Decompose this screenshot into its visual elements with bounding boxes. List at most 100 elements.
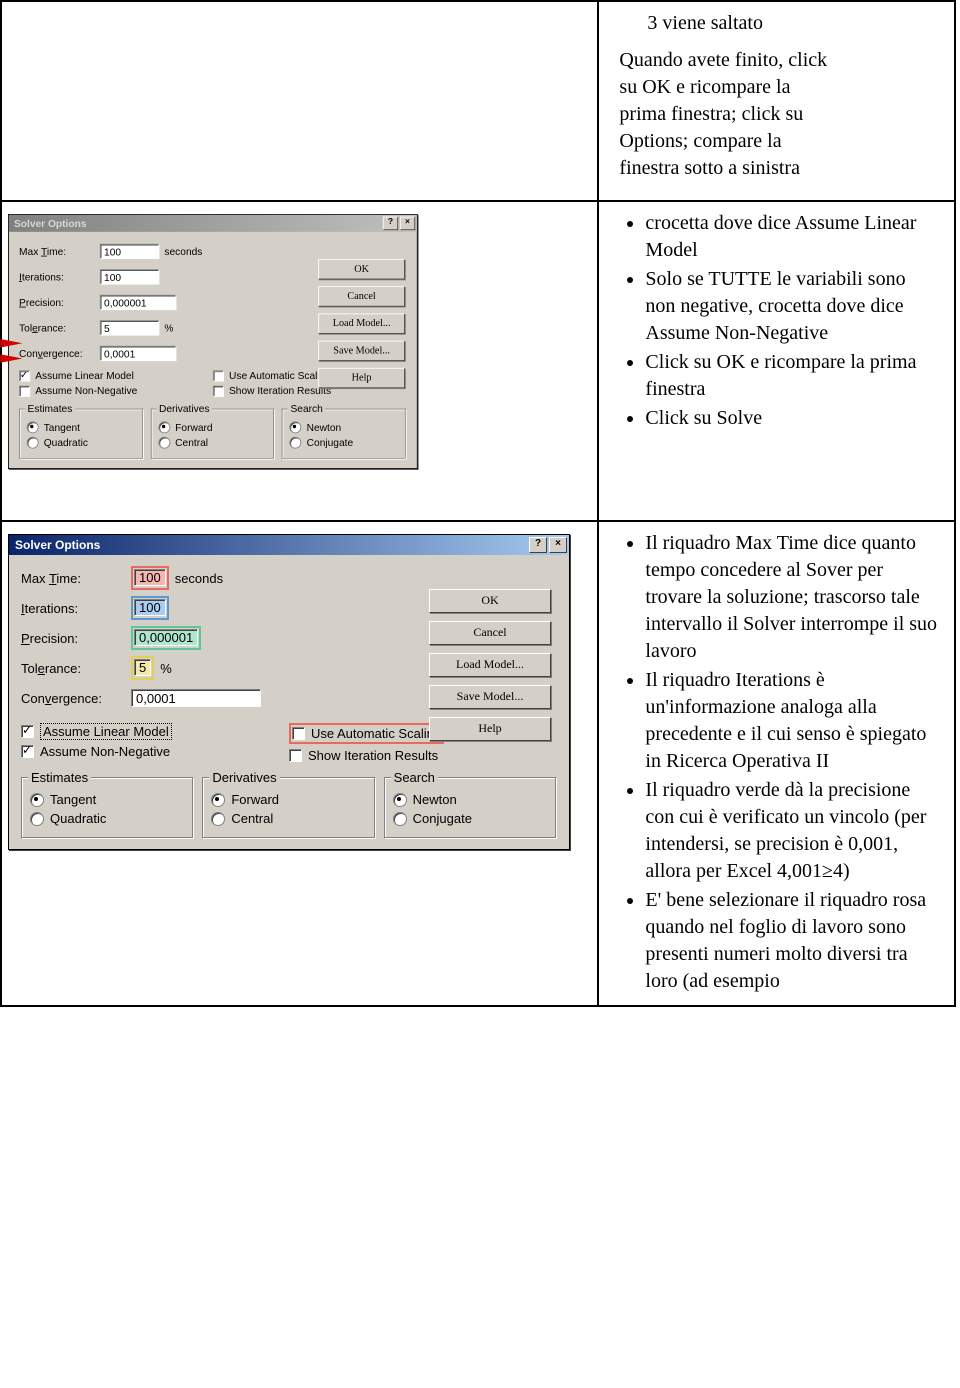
iterations-label: Iterations:: [19, 271, 100, 283]
red-arrow-1: [0, 339, 22, 348]
tangent-label: Tangent: [44, 421, 80, 433]
derivatives-group-2: Derivatives Forward Central: [202, 777, 375, 839]
quadratic-radio-2[interactable]: [30, 812, 44, 826]
forward-label-2: Forward: [231, 792, 279, 807]
derivatives-group: Derivatives Forward Central: [151, 409, 276, 460]
conjugate-radio-2[interactable]: [393, 812, 407, 826]
tangent-label-2: Tangent: [50, 792, 96, 807]
bullet1-1: crocetta dove dice Assume Linear Model: [645, 210, 940, 264]
newton-label: Newton: [307, 421, 342, 433]
conjugate-label: Conjugate: [307, 437, 354, 449]
iterations-input-2[interactable]: 100: [134, 599, 166, 616]
tangent-radio-2[interactable]: [30, 793, 44, 807]
load-model-button[interactable]: Load Model...: [318, 313, 405, 333]
assume-linear-checkbox-2[interactable]: [21, 725, 34, 738]
bullet2-3: Il riquadro verde dà la precisione con c…: [645, 777, 940, 885]
quadratic-label: Quadratic: [44, 437, 88, 449]
tolerance-input[interactable]: 5: [100, 320, 160, 335]
central-label: Central: [175, 437, 208, 449]
search-group: Search Newton Conjugate: [282, 409, 407, 460]
assume-nonneg-checkbox[interactable]: [19, 385, 30, 396]
maxtime-label: Max Time:: [19, 245, 100, 257]
precision-label: Precision:: [19, 296, 100, 308]
percent-label-2: %: [160, 661, 172, 676]
help-icon[interactable]: ?: [383, 217, 398, 231]
save-model-button[interactable]: Save Model...: [318, 341, 405, 361]
conjugate-radio[interactable]: [290, 437, 302, 449]
bullet1-3: Click su OK e ricompare la prima finestr…: [645, 349, 940, 403]
auto-scaling-checkbox[interactable]: [213, 370, 224, 381]
assume-linear-checkbox[interactable]: [19, 370, 30, 381]
intro-line-skip: 3 viene saltato: [619, 10, 940, 37]
convergence-input[interactable]: 0,0001: [100, 346, 177, 361]
auto-scaling-checkbox-2[interactable]: [292, 727, 305, 740]
auto-scaling-label-2: Use Automatic Scaling: [311, 726, 441, 741]
central-radio[interactable]: [158, 437, 170, 449]
maxtime-input-2[interactable]: 100: [134, 569, 166, 586]
help-button[interactable]: Help: [318, 368, 405, 388]
central-label-2: Central: [231, 811, 273, 826]
forward-radio[interactable]: [158, 421, 170, 433]
red-arrow-2: [0, 354, 22, 363]
search-legend: Search: [288, 403, 325, 415]
precision-input-2[interactable]: 0,000001: [134, 629, 198, 646]
dialog2-cell: Solver Options ? × Max Time: 100 seconds…: [2, 522, 599, 1005]
ok-button-2[interactable]: OK: [429, 589, 551, 613]
bullet1-2: Solo se TUTTE le variabili sono non nega…: [645, 266, 940, 347]
maxtime-label-2: Max Time:: [21, 571, 131, 586]
bullet2-2: Il riquadro Iterations è un'informazione…: [645, 667, 940, 775]
forward-radio-2[interactable]: [211, 793, 225, 807]
bullet2-4: E' bene selezionare il riquadro rosa qua…: [645, 887, 940, 995]
help-button-2[interactable]: Help: [429, 717, 551, 741]
save-model-button-2[interactable]: Save Model...: [429, 685, 551, 709]
assume-linear-label: Assume Linear Model: [35, 370, 134, 382]
maxtime-input[interactable]: 100: [100, 244, 160, 259]
central-radio-2[interactable]: [211, 812, 225, 826]
intro-left-empty: [2, 2, 599, 200]
close-icon[interactable]: ×: [400, 217, 415, 231]
conjugate-label-2: Conjugate: [413, 811, 472, 826]
assume-nonneg-label-2: Assume Non-Negative: [40, 744, 170, 759]
search-group-2: Search Newton Conjugate: [384, 777, 557, 839]
quadratic-radio[interactable]: [27, 437, 39, 449]
newton-radio[interactable]: [290, 421, 302, 433]
load-model-button-2[interactable]: Load Model...: [429, 653, 551, 677]
intro-para-l4: Options; compare la: [619, 128, 940, 155]
assume-nonneg-checkbox-2[interactable]: [21, 745, 34, 758]
tolerance-label-2: Tolerance:: [21, 661, 131, 676]
auto-scaling-label: Use Automatic Scaling: [229, 370, 331, 382]
derivatives-legend: Derivatives: [156, 403, 212, 415]
convergence-input-2[interactable]: 0,0001: [131, 689, 261, 707]
seconds-label-2: seconds: [175, 571, 223, 586]
solver-options-dialog-1: Solver Options ? × Max Time: 100 seconds…: [8, 214, 418, 469]
solver-options-dialog-2: Solver Options ? × Max Time: 100 seconds…: [8, 534, 570, 850]
close-icon-2[interactable]: ×: [549, 537, 567, 553]
cancel-button[interactable]: Cancel: [318, 286, 405, 306]
tolerance-label: Tolerance:: [19, 322, 100, 334]
cancel-button-2[interactable]: Cancel: [429, 621, 551, 645]
tolerance-input-2[interactable]: 5: [134, 659, 151, 676]
show-iter-label-2: Show Iteration Results: [308, 748, 438, 763]
assume-nonneg-label: Assume Non-Negative: [35, 385, 137, 397]
dialog1-title: Solver Options: [14, 217, 381, 229]
intro-para-l5: finestra sotto a sinistra: [619, 155, 940, 182]
estimates-group-2: Estimates Tangent Quadratic: [21, 777, 194, 839]
ok-button[interactable]: OK: [318, 259, 405, 279]
newton-radio-2[interactable]: [393, 793, 407, 807]
bullet2-1: Il riquadro Max Time dice quanto tempo c…: [645, 530, 940, 665]
tangent-radio[interactable]: [27, 421, 39, 433]
show-iter-checkbox[interactable]: [213, 385, 224, 396]
intro-text: 3 viene saltato Quando avete finito, cli…: [599, 2, 954, 200]
estimates-legend: Estimates: [25, 403, 75, 415]
search-legend-2: Search: [391, 770, 438, 785]
intro-para-l2: su OK e ricompare la: [619, 74, 940, 101]
dialog1-titlebar: Solver Options ? ×: [9, 215, 417, 232]
intro-para-l3: prima finestra; click su: [619, 101, 940, 128]
maxtime-row: Max Time: 100 seconds: [19, 242, 407, 261]
show-iter-checkbox-2[interactable]: [289, 749, 302, 762]
quadratic-label-2: Quadratic: [50, 811, 106, 826]
precision-input[interactable]: 0,000001: [100, 295, 177, 310]
help-icon-2[interactable]: ?: [529, 537, 547, 553]
iterations-input[interactable]: 100: [100, 269, 160, 284]
bullets1: crocetta dove dice Assume Linear Model S…: [599, 202, 954, 520]
